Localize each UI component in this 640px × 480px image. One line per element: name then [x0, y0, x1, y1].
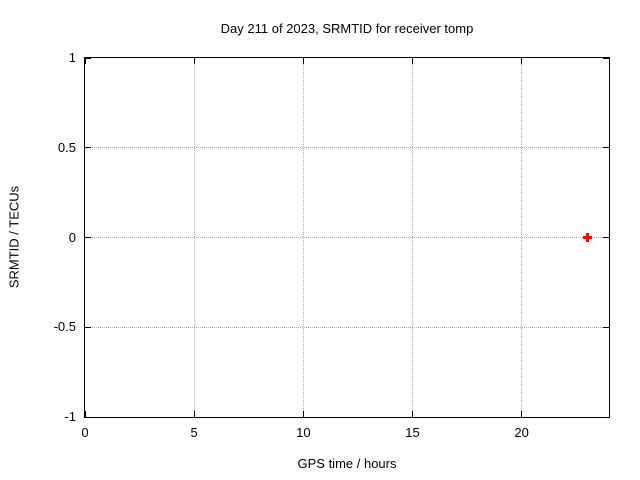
x-tick-mark	[521, 411, 523, 417]
x-tick-mark	[302, 58, 304, 64]
y-tick-mark	[603, 326, 609, 328]
x-tick-mark	[193, 58, 195, 64]
y-tick-mark	[85, 416, 91, 418]
x-tick-mark	[302, 411, 304, 417]
x-axis-label: GPS time / hours	[297, 456, 397, 471]
y-tick-mark	[603, 416, 609, 418]
y-tick-label: 0.5	[57, 139, 76, 155]
x-tick-label: 20	[514, 425, 529, 440]
marker-v-bar	[585, 233, 589, 242]
x-tick-label: 0	[81, 425, 89, 440]
x-tick-mark	[521, 58, 523, 64]
h-gridline	[85, 326, 609, 328]
y-tick-label: -1	[64, 409, 76, 424]
plot-area	[84, 57, 610, 418]
h-gridline	[85, 237, 609, 238]
x-tick-label: 10	[296, 425, 311, 440]
y-tick-mark	[603, 237, 609, 238]
x-tick-label: 15	[405, 425, 420, 440]
x-tick-mark	[412, 411, 413, 417]
y-tick-label: 0	[68, 229, 76, 245]
y-tick-mark	[85, 147, 91, 149]
x-tick-mark	[412, 58, 413, 64]
y-tick-label: -0.5	[53, 319, 76, 335]
y-tick-label: 1	[68, 50, 76, 65]
x-tick-mark	[84, 58, 86, 64]
x-tick-mark	[193, 411, 195, 417]
y-tick-mark	[85, 237, 91, 238]
x-tick-mark	[84, 411, 86, 417]
data-point-marker	[582, 233, 592, 242]
y-tick-mark	[85, 326, 91, 328]
y-tick-mark	[603, 147, 609, 149]
y-tick-mark	[603, 57, 609, 59]
h-gridline	[85, 147, 609, 149]
x-tick-label: 5	[190, 425, 198, 440]
y-tick-mark	[85, 57, 91, 59]
chart-title: Day 211 of 2023, SRMTID for receiver tom…	[220, 21, 474, 36]
